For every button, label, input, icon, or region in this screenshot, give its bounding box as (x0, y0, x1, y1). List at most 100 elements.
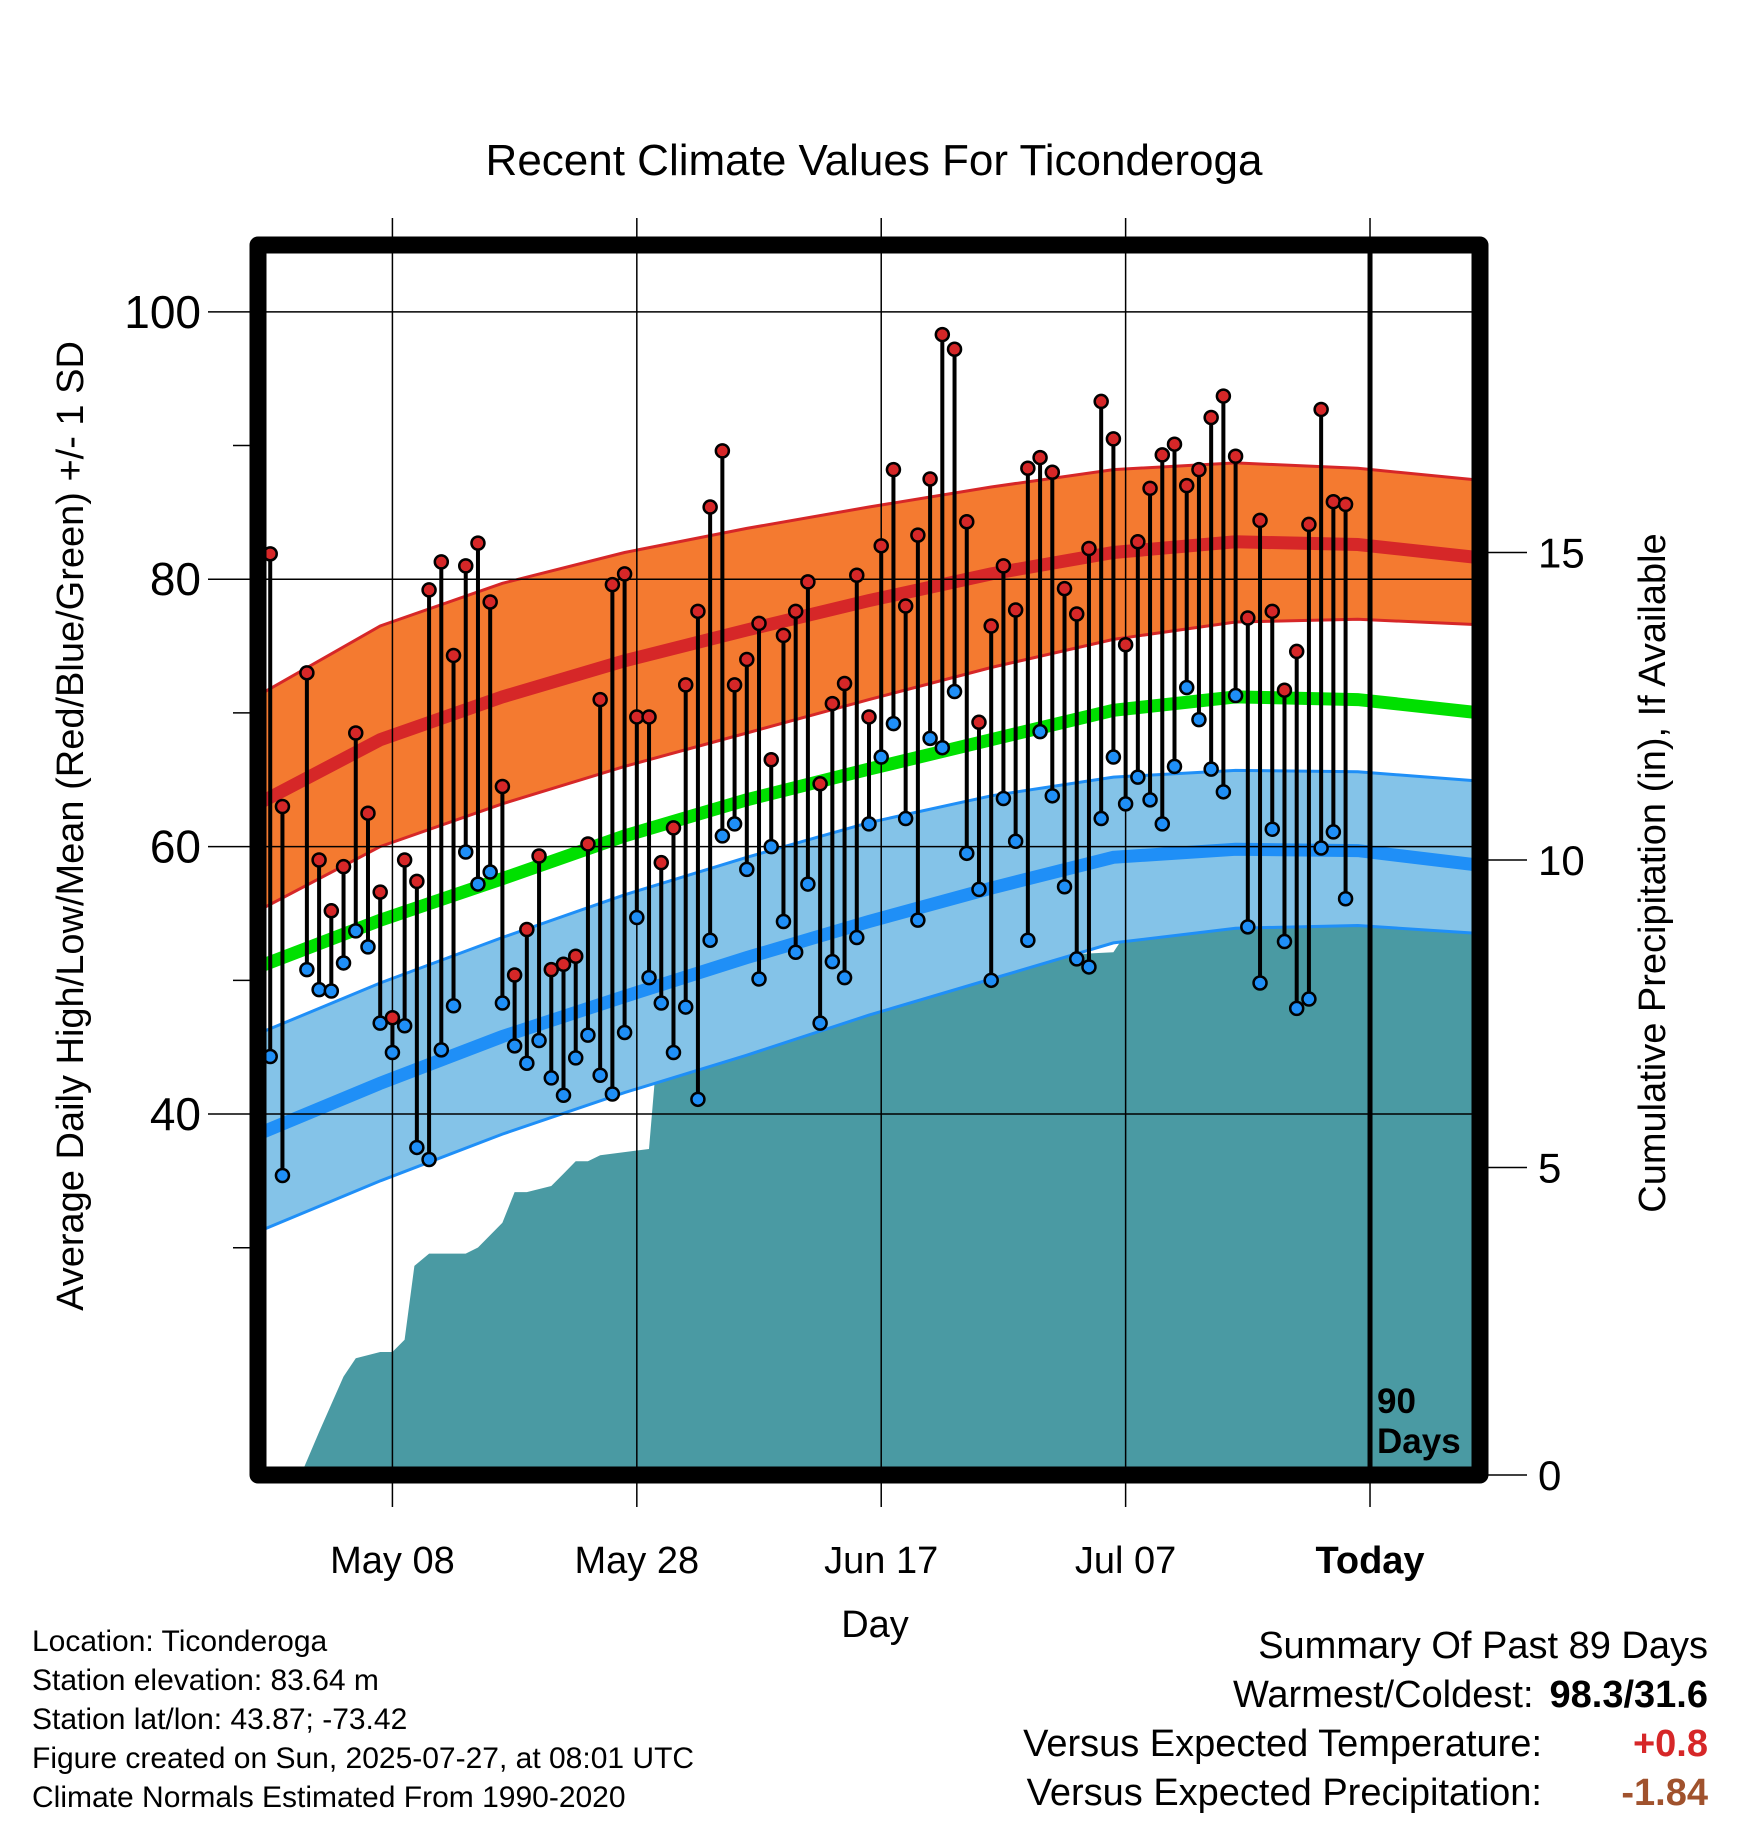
y2-tick-label: 0 (1538, 1452, 1561, 1499)
daily-high-point (470, 535, 486, 551)
daily-high-point (1191, 461, 1207, 478)
daily-low-point (739, 861, 755, 878)
normal-high-upper-sd-line (258, 461, 1480, 697)
daily-low-point (519, 1055, 535, 1071)
daily-low-point (616, 1024, 633, 1041)
daily-high-point (567, 948, 584, 965)
daily-high-point (739, 651, 755, 668)
daily-high-point (995, 558, 1012, 574)
daily-high-point (1020, 460, 1036, 477)
daily-high-point (714, 443, 731, 459)
daily-high-point (1081, 540, 1097, 557)
daily-high-point (543, 961, 560, 978)
daily-low-point (995, 790, 1012, 807)
daily-low-point (1252, 975, 1268, 991)
daily-low-point (1240, 919, 1256, 935)
daily-low-point (959, 845, 975, 862)
daily-low-point (775, 913, 792, 930)
daily-low-point (1154, 816, 1171, 832)
y2-tick-label: 5 (1538, 1145, 1561, 1192)
daily-low-point (971, 881, 987, 898)
daily-low-point (714, 828, 731, 844)
daily-high-point (1032, 449, 1048, 466)
daily-high-point (1264, 603, 1281, 620)
daily-high-point (1227, 448, 1244, 464)
daily-low-point (323, 983, 340, 999)
daily-high-point (1337, 496, 1354, 513)
created-text: Figure created on Sun, 2025-07-27, at 08… (32, 1742, 695, 1775)
daily-high-point (677, 677, 694, 693)
daily-high-point (1044, 464, 1061, 481)
normals-text: Climate Normals Estimated From 1990-2020 (32, 1781, 626, 1814)
daily-low-point (1178, 679, 1195, 696)
today-days-label: Days (1377, 1422, 1461, 1461)
daily-high-point (506, 967, 523, 983)
daily-high-point (1142, 480, 1158, 497)
daily-low-point (629, 909, 645, 926)
daily-high-point (1178, 477, 1195, 494)
daily-low-point (897, 810, 914, 827)
daily-low-point (604, 1086, 621, 1102)
daily-high-point (299, 665, 315, 681)
daily-low-point (983, 972, 999, 989)
daily-high-point (1007, 602, 1024, 618)
daily-low-point (934, 739, 951, 756)
station-info: Location: Ticonderoga Station elevation:… (32, 1622, 694, 1817)
elevation-text: Station elevation: 83.64 m (32, 1664, 379, 1697)
daily-high-point (360, 805, 376, 821)
daily-low-point (1191, 711, 1207, 728)
chart-title: Recent Climate Values For Ticonderoga (486, 136, 1263, 185)
daily-high-point (824, 695, 841, 712)
daily-high-point (592, 691, 608, 708)
daily-high-point (1276, 682, 1293, 698)
daily-low-point (1337, 891, 1354, 907)
warmest-coldest-value: 98.3/31.6 (1549, 1674, 1708, 1716)
daily-low-point (372, 1015, 388, 1031)
y-tick-label: 60 (150, 821, 201, 873)
daily-high-point (1325, 493, 1342, 510)
daily-high-point (800, 574, 816, 590)
daily-low-point (433, 1042, 450, 1058)
daily-high-point (323, 903, 340, 919)
y-tick-label: 40 (150, 1088, 201, 1140)
temp-anomaly-row: Versus Expected Temperature: +0.8 (1023, 1720, 1708, 1769)
normal-low-lower-sd-line (258, 923, 1480, 1234)
daily-low-point (580, 1027, 596, 1043)
daily-high-point (494, 778, 511, 795)
temp-anomaly-label: Versus Expected Temperature: (1023, 1723, 1542, 1765)
daily-low-point (1203, 761, 1219, 777)
latlon-text: Station lat/lon: 43.87; -73.42 (32, 1703, 408, 1736)
daily-low-point (910, 912, 926, 928)
precipitation-area (300, 872, 1478, 1475)
summary-panel: Summary Of Past 89 Days Warmest/Coldest:… (1023, 1622, 1708, 1818)
daily-low-point (1044, 788, 1061, 804)
daily-high-point (836, 675, 853, 692)
today-days-label: 90 (1377, 1382, 1416, 1421)
daily-low-point (1215, 784, 1232, 800)
daily-high-point (946, 341, 963, 358)
daily-low-point (849, 929, 865, 946)
x-tick-label: Today (1315, 1540, 1424, 1582)
y2-tick-label: 10 (1538, 837, 1585, 884)
daily-low-point (1276, 933, 1293, 950)
daily-high-point (1203, 409, 1219, 426)
daily-low-point (824, 953, 841, 970)
daily-low-point (555, 1087, 572, 1104)
daily-high-point (1301, 516, 1317, 533)
daily-low-point (457, 844, 474, 860)
plot-layer (258, 245, 1480, 1475)
precip-anomaly-value: -1.84 (1621, 1772, 1708, 1814)
daily-low-point (1032, 723, 1048, 740)
daily-high-point (1130, 534, 1146, 550)
precip-anomaly-row: Versus Expected Precipitation: -1.84 (1023, 1769, 1708, 1818)
daily-high-point (861, 709, 877, 725)
daily-high-point (849, 567, 865, 583)
daily-high-point (665, 820, 682, 836)
daily-low-point (702, 932, 718, 948)
daily-low-point (360, 939, 376, 955)
precip-anomaly-label: Versus Expected Precipitation: (1026, 1772, 1542, 1814)
daily-high-point (1215, 388, 1232, 404)
normal-high-line (258, 535, 1480, 810)
